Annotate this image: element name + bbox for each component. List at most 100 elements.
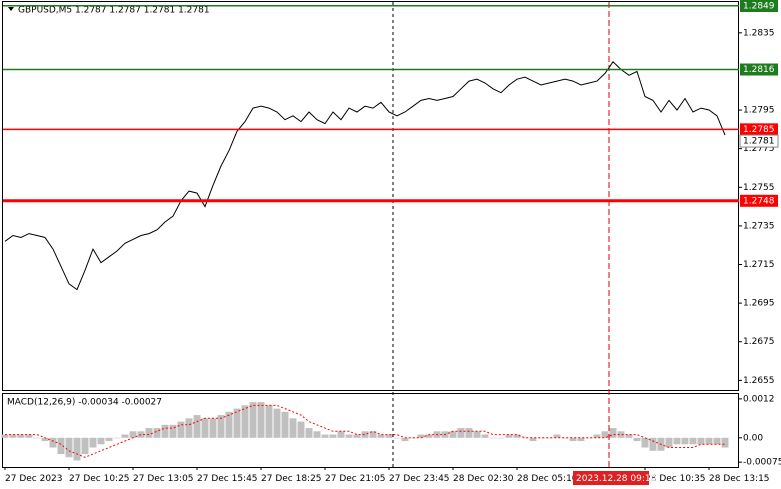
cursor-label-box [573,471,649,485]
macd-bar [425,434,433,438]
macd-bar [25,434,33,438]
macd-bar [569,437,577,442]
macd-bar [57,437,65,455]
macd-bar [401,437,409,442]
macd-bar [465,428,473,438]
macd-bar [393,437,401,439]
y-tick-label: 1.2655 [743,376,775,386]
macd-bar [449,431,457,438]
macd-bar [609,428,617,438]
macd-bar [217,415,225,438]
macd-bar [577,437,585,442]
level-label-box [740,123,778,136]
macd-bar [361,431,369,438]
x-tick-label: 27 Dec 2023 [5,474,63,484]
x-tick-label: 27 Dec 13:05 [133,474,194,484]
macd-bar [113,437,121,439]
macd-bar [129,431,137,438]
macd-bar [73,437,81,461]
macd-bar [169,424,177,438]
macd-bar [545,437,553,439]
macd-bar [1,434,9,438]
y-tick-label: 0.0012 [743,394,775,404]
macd-bar [297,421,305,438]
macd-bar [65,437,73,458]
macd-bar [617,431,625,438]
x-tick-label: 28 Dec 10:35 [645,474,706,484]
macd-bar [201,418,209,438]
macd-bar [489,437,497,439]
macd-bar [649,437,657,451]
price-pane [2,1,739,391]
macd-bar [689,437,697,445]
macd-bar [273,408,281,438]
macd-bar [585,437,593,439]
macd-bar [481,434,489,438]
last-price-box [739,134,779,148]
macd-bar [9,434,17,438]
macd-bar [385,434,393,438]
macd-bar [17,434,25,438]
macd-bar [89,437,97,448]
level-label: 1.2816 [743,65,775,75]
level-label: 1.2785 [743,125,775,135]
last-price-label: 1.2781 [743,137,775,147]
x-tick-label: 27 Dec 23:45 [389,474,450,484]
macd-bar [457,428,465,438]
macd-bar [721,437,729,448]
macd-bar [505,434,513,438]
macd-bar [601,431,609,438]
macd-bar [185,418,193,438]
macd-bar [537,437,545,439]
macd-bar [257,402,265,438]
symbol-arrow [8,7,14,11]
macd-bar [249,402,257,438]
y-tick-label: 1.2695 [743,299,775,309]
macd-bar [177,421,185,438]
macd-bar [49,437,57,448]
macd-bar [713,437,721,445]
y-tick-label: 1.2715 [743,260,775,270]
level-label: 1.2748 [743,196,775,206]
macd-bar [377,434,385,438]
macd-bar [553,434,561,438]
macd-bar [233,408,241,438]
y-tick-label: 1.2735 [743,221,775,231]
macd-bar [561,437,569,439]
macd-bar [673,437,681,445]
macd-bar [105,437,113,442]
macd-bar [697,437,705,445]
macd-bar [161,424,169,438]
macd-bar [289,418,297,438]
signal-line [5,404,725,458]
macd-bar [321,434,329,438]
macd-bar [193,415,201,438]
x-tick-label: 27 Dec 21:05 [325,474,386,484]
macd-bar [41,437,49,442]
macd-bar [145,428,153,438]
macd-bar [593,434,601,438]
macd-bar [337,431,345,438]
y-tick-label: 1.2755 [743,183,775,193]
level-label-box [740,63,778,76]
macd-bar [329,434,337,438]
macd-bar [153,428,161,438]
price-line [4,61,726,291]
macd-bar [353,434,361,438]
cursor-label: 2023.12.28 09:10 [576,474,657,484]
macd-bar [625,434,633,438]
y-tick-label: 1.2795 [743,106,775,116]
macd-bar [225,411,233,438]
macd-bar [529,437,537,442]
macd-bar [281,411,289,438]
y-tick-label: 0.00 [743,433,763,443]
macd-bar [521,437,529,439]
macd-bar [345,434,353,438]
macd-bar [473,431,481,438]
level-label-box [740,0,778,12]
macd-bar [121,434,129,438]
macd-pane [2,393,739,468]
